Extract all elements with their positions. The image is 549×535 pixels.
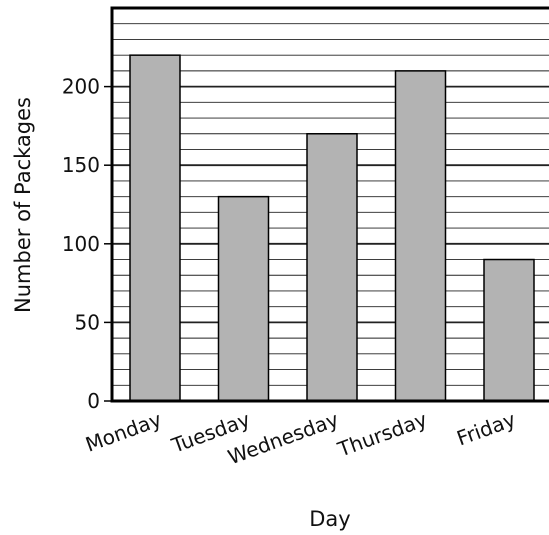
y-tick-label: 0 [87, 389, 100, 413]
bar-friday [483, 258, 535, 402]
y-axis-title: Number of Packages [11, 97, 35, 313]
x-tick-label-friday: Friday [454, 407, 519, 450]
y-tick-label: 200 [62, 75, 100, 99]
x-tick-label-monday: Monday [82, 407, 165, 457]
plot-frame [110, 6, 549, 403]
bar-tuesday [217, 195, 270, 402]
y-tick-label: 100 [62, 232, 100, 256]
bar-thursday [394, 70, 447, 402]
bars [129, 54, 535, 402]
y-tick-label: 150 [62, 153, 100, 177]
y-tick-labels: 0 50 100 150 200 [62, 75, 112, 413]
y-tick-label: 50 [75, 310, 100, 334]
axes [110, 6, 549, 403]
bar-monday [129, 54, 181, 402]
x-axis-title: Day [309, 507, 350, 531]
x-tick-label-thursday: Thursday [334, 407, 431, 462]
bar-wednesday [306, 133, 358, 402]
